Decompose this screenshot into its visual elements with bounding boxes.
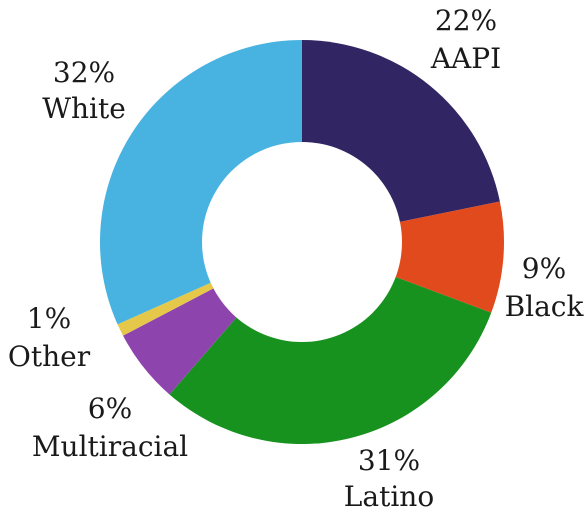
slice-value-label-latino: 31% [358, 444, 420, 477]
labels-group: 22% AAPI 9% Black 31%Latino 6% Multiracial 1% Ot… [8, 4, 584, 512]
slice-value-label-black: 9% [522, 252, 566, 285]
slice-value-label-multiracial: 6% [88, 392, 132, 425]
slice-black [302, 201, 505, 313]
slice-category-label-other: Other [8, 340, 91, 373]
slice-value-label-other: 1% [27, 302, 71, 335]
slice-category-label-multiracial: Multiracial [32, 430, 188, 463]
slice-latino [169, 242, 492, 444]
slice-category-label-aapi: AAPI [430, 42, 501, 75]
slice-value-label-aapi: 22% [435, 4, 497, 37]
slice-value-label-white: 32% [53, 56, 115, 89]
donut-hole [202, 142, 402, 342]
slice-category-label-black: Black [505, 290, 584, 323]
slice-category-label-white: White [42, 92, 126, 125]
slice-category-label-latino: Latino [344, 480, 434, 512]
